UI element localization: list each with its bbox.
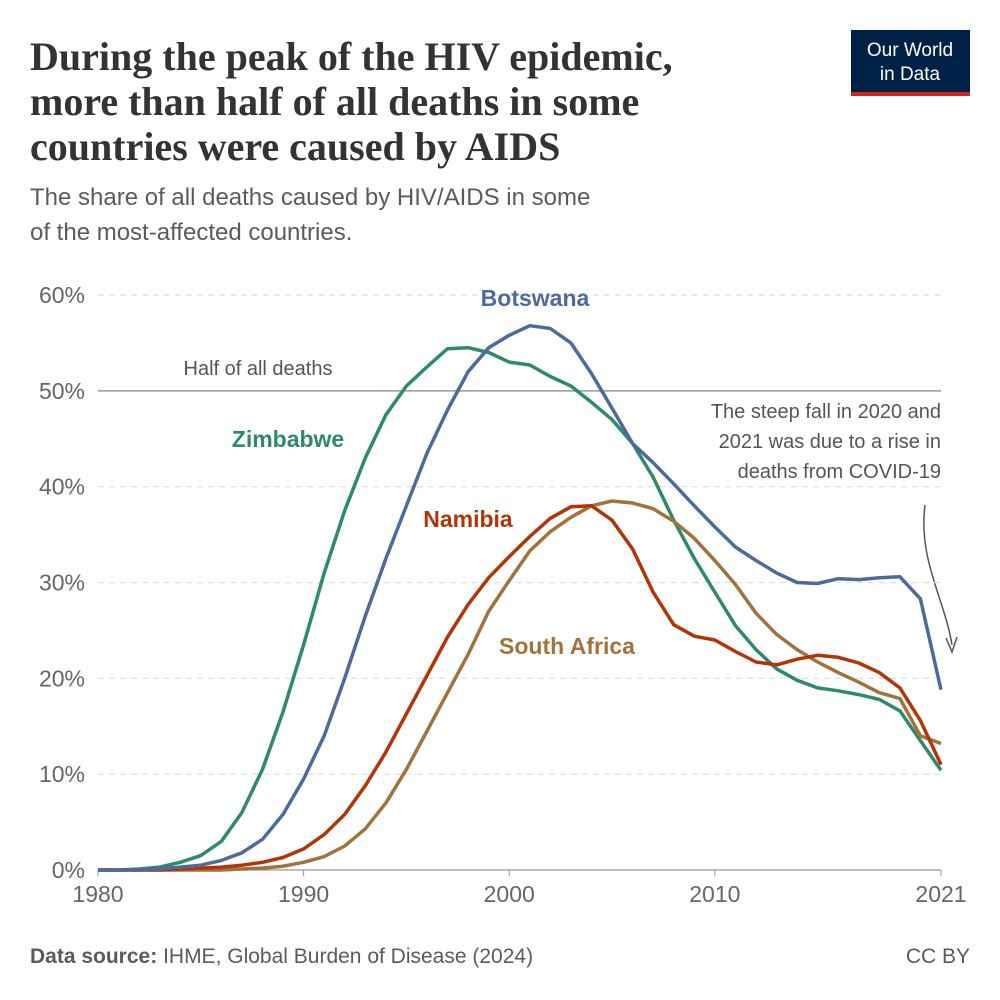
chart-title: During the peak of the HIV epidemic, [30, 34, 673, 79]
y-tick-label: 60% [39, 282, 85, 308]
logo-text: in Data [880, 64, 941, 85]
license[interactable]: CC BY [906, 945, 970, 968]
x-tick-label: 2021 [915, 881, 966, 907]
series-line [98, 499, 942, 872]
x-tick-label: 2000 [484, 881, 535, 907]
y-tick-label: 20% [39, 665, 85, 691]
series-label: Namibia [423, 506, 513, 532]
series-label: Botswana [481, 285, 590, 311]
y-tick-label: 30% [39, 570, 85, 596]
series-label: South Africa [499, 633, 635, 659]
annotation: deaths from COVID-19 [738, 461, 941, 483]
annotation-arrow [923, 504, 953, 646]
y-tick-label: 10% [39, 761, 85, 787]
logo-text: Our World [867, 40, 953, 61]
x-tick-label: 1990 [278, 881, 329, 907]
x-tick-label: 1980 [72, 881, 123, 907]
source-label: Data source: [30, 945, 157, 968]
logo-bar [851, 92, 970, 96]
annotation: 2021 was due to a rise in [719, 431, 941, 453]
logo-box [851, 30, 970, 92]
subtitle: of the most-affected countries. [30, 219, 352, 246]
series-label: Zimbabwe [232, 426, 344, 452]
source-text: IHME, Global Burden of Disease (2024) [163, 945, 533, 968]
y-tick-label: 40% [39, 474, 85, 500]
series-line [98, 504, 943, 872]
chart-title: more than half of all deaths in some [30, 79, 639, 124]
y-tick-label: 50% [39, 378, 85, 404]
reference-label: Half of all deaths [184, 358, 333, 380]
chart-title: countries were caused by AIDS [30, 124, 560, 169]
subtitle: The share of all deaths caused by HIV/AI… [30, 184, 590, 211]
annotation: The steep fall in 2020 and [711, 401, 941, 423]
annotation-arrowhead [945, 636, 958, 655]
series-line [98, 345, 943, 872]
y-tick-label: 0% [52, 857, 85, 883]
x-tick-label: 2010 [689, 881, 740, 907]
logo[interactable]: Our World in Data [851, 30, 970, 96]
source: Data source: IHME, Global Burden of Dise… [30, 945, 533, 968]
series-line [98, 323, 943, 872]
